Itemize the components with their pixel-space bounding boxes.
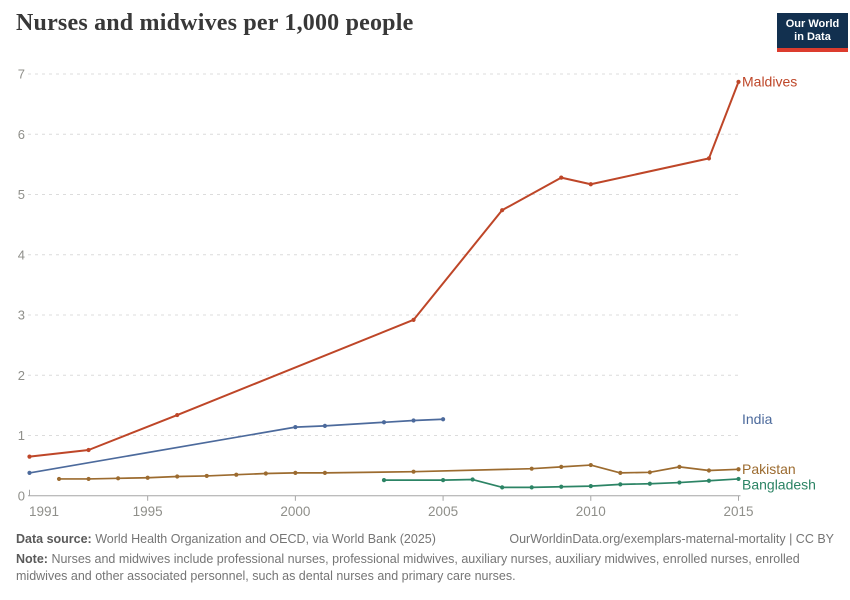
data-point[interactable] xyxy=(27,470,32,476)
chart-footer: Data source: World Health Organization a… xyxy=(16,531,834,584)
series-label-india[interactable]: India xyxy=(742,411,773,427)
x-tick-label: 2005 xyxy=(428,504,458,519)
chart-note: Note: Nurses and midwives include profes… xyxy=(16,551,834,585)
data-point[interactable] xyxy=(86,476,91,482)
data-point[interactable] xyxy=(175,412,180,418)
data-point[interactable] xyxy=(706,156,712,161)
owid-logo-line1: Our World xyxy=(785,18,840,30)
data-point[interactable] xyxy=(381,420,387,425)
data-point[interactable] xyxy=(204,473,209,479)
owid-url-link[interactable]: OurWorldinData.org/exemplars-maternal-mo… xyxy=(509,532,834,546)
series-line-india[interactable] xyxy=(28,418,444,474)
data-point[interactable] xyxy=(27,454,32,459)
note-label: Note: xyxy=(16,551,48,566)
y-tick-label: 3 xyxy=(18,308,25,323)
data-point[interactable] xyxy=(736,79,741,84)
data-point[interactable] xyxy=(175,474,180,479)
data-point[interactable] xyxy=(56,476,62,482)
data-point[interactable] xyxy=(322,470,328,476)
data-point[interactable] xyxy=(470,477,475,482)
data-point[interactable] xyxy=(411,469,416,474)
x-tick-label: 2000 xyxy=(280,504,310,519)
series-label-bangladesh[interactable]: Bangladesh xyxy=(742,476,816,492)
data-point[interactable] xyxy=(588,484,593,489)
data-point[interactable] xyxy=(588,182,593,187)
x-tick-label: 2015 xyxy=(723,504,753,519)
data-point[interactable] xyxy=(86,447,91,453)
series-line-maldives[interactable] xyxy=(28,80,740,458)
data-point[interactable] xyxy=(647,470,652,475)
note-text: Nurses and midwives include professional… xyxy=(16,551,800,583)
data-point[interactable] xyxy=(500,208,505,213)
data-point[interactable] xyxy=(647,481,652,486)
data-point[interactable] xyxy=(559,484,564,489)
x-tick-label: 1991 xyxy=(29,504,59,519)
data-point[interactable] xyxy=(411,418,416,423)
data-point[interactable] xyxy=(322,423,328,429)
series-line-bangladesh[interactable] xyxy=(383,478,740,489)
data-point[interactable] xyxy=(618,470,623,476)
data-point[interactable] xyxy=(588,462,593,468)
line-chart-canvas: 0 1 2 3 4 5 6 7 1991 1995 2000 2005 2010 2015 Maldives… xyxy=(18,67,816,519)
data-point[interactable] xyxy=(381,478,387,483)
y-tick-label: 6 xyxy=(18,127,25,142)
data-point[interactable] xyxy=(736,467,741,472)
data-point[interactable] xyxy=(263,471,268,476)
data-source-line: Data source: World Health Organization a… xyxy=(16,531,436,548)
data-source-label: Data source: xyxy=(16,532,92,546)
series-label-pakistan[interactable]: Pakistan xyxy=(742,461,796,477)
data-point[interactable] xyxy=(559,175,564,180)
owid-logo-line2: in Data xyxy=(794,30,831,43)
data-point[interactable] xyxy=(706,468,712,473)
data-point[interactable] xyxy=(677,464,682,469)
x-tick-label: 1995 xyxy=(133,504,163,519)
y-tick-label: 4 xyxy=(18,247,25,262)
y-tick-label: 2 xyxy=(18,368,25,383)
data-point[interactable] xyxy=(440,478,446,483)
data-point[interactable] xyxy=(736,476,741,482)
data-point[interactable] xyxy=(500,485,505,490)
y-tick-label: 0 xyxy=(18,488,25,503)
y-tick-label: 5 xyxy=(18,187,25,202)
data-point[interactable] xyxy=(293,470,298,476)
data-point[interactable] xyxy=(529,485,534,490)
series-line-pakistan[interactable] xyxy=(58,464,740,480)
y-tick-label: 7 xyxy=(18,67,25,82)
series-label-maldives[interactable]: Maldives xyxy=(742,73,797,89)
data-point[interactable] xyxy=(706,478,712,483)
data-point[interactable] xyxy=(293,425,298,430)
data-point[interactable] xyxy=(411,317,416,322)
page-title: Nurses and midwives per 1,000 people xyxy=(16,10,414,36)
data-source-text: World Health Organization and OECD, via … xyxy=(95,532,436,546)
data-point[interactable] xyxy=(529,466,534,471)
y-tick-label: 1 xyxy=(18,428,25,443)
data-point[interactable] xyxy=(677,480,682,485)
data-point[interactable] xyxy=(559,464,564,469)
data-point[interactable] xyxy=(440,417,446,422)
data-point[interactable] xyxy=(145,475,150,480)
data-point[interactable] xyxy=(116,476,121,481)
x-tick-label: 2010 xyxy=(576,504,606,519)
owid-logo[interactable]: Our World in Data xyxy=(777,13,848,52)
data-point[interactable] xyxy=(618,482,623,487)
data-point[interactable] xyxy=(234,472,239,477)
